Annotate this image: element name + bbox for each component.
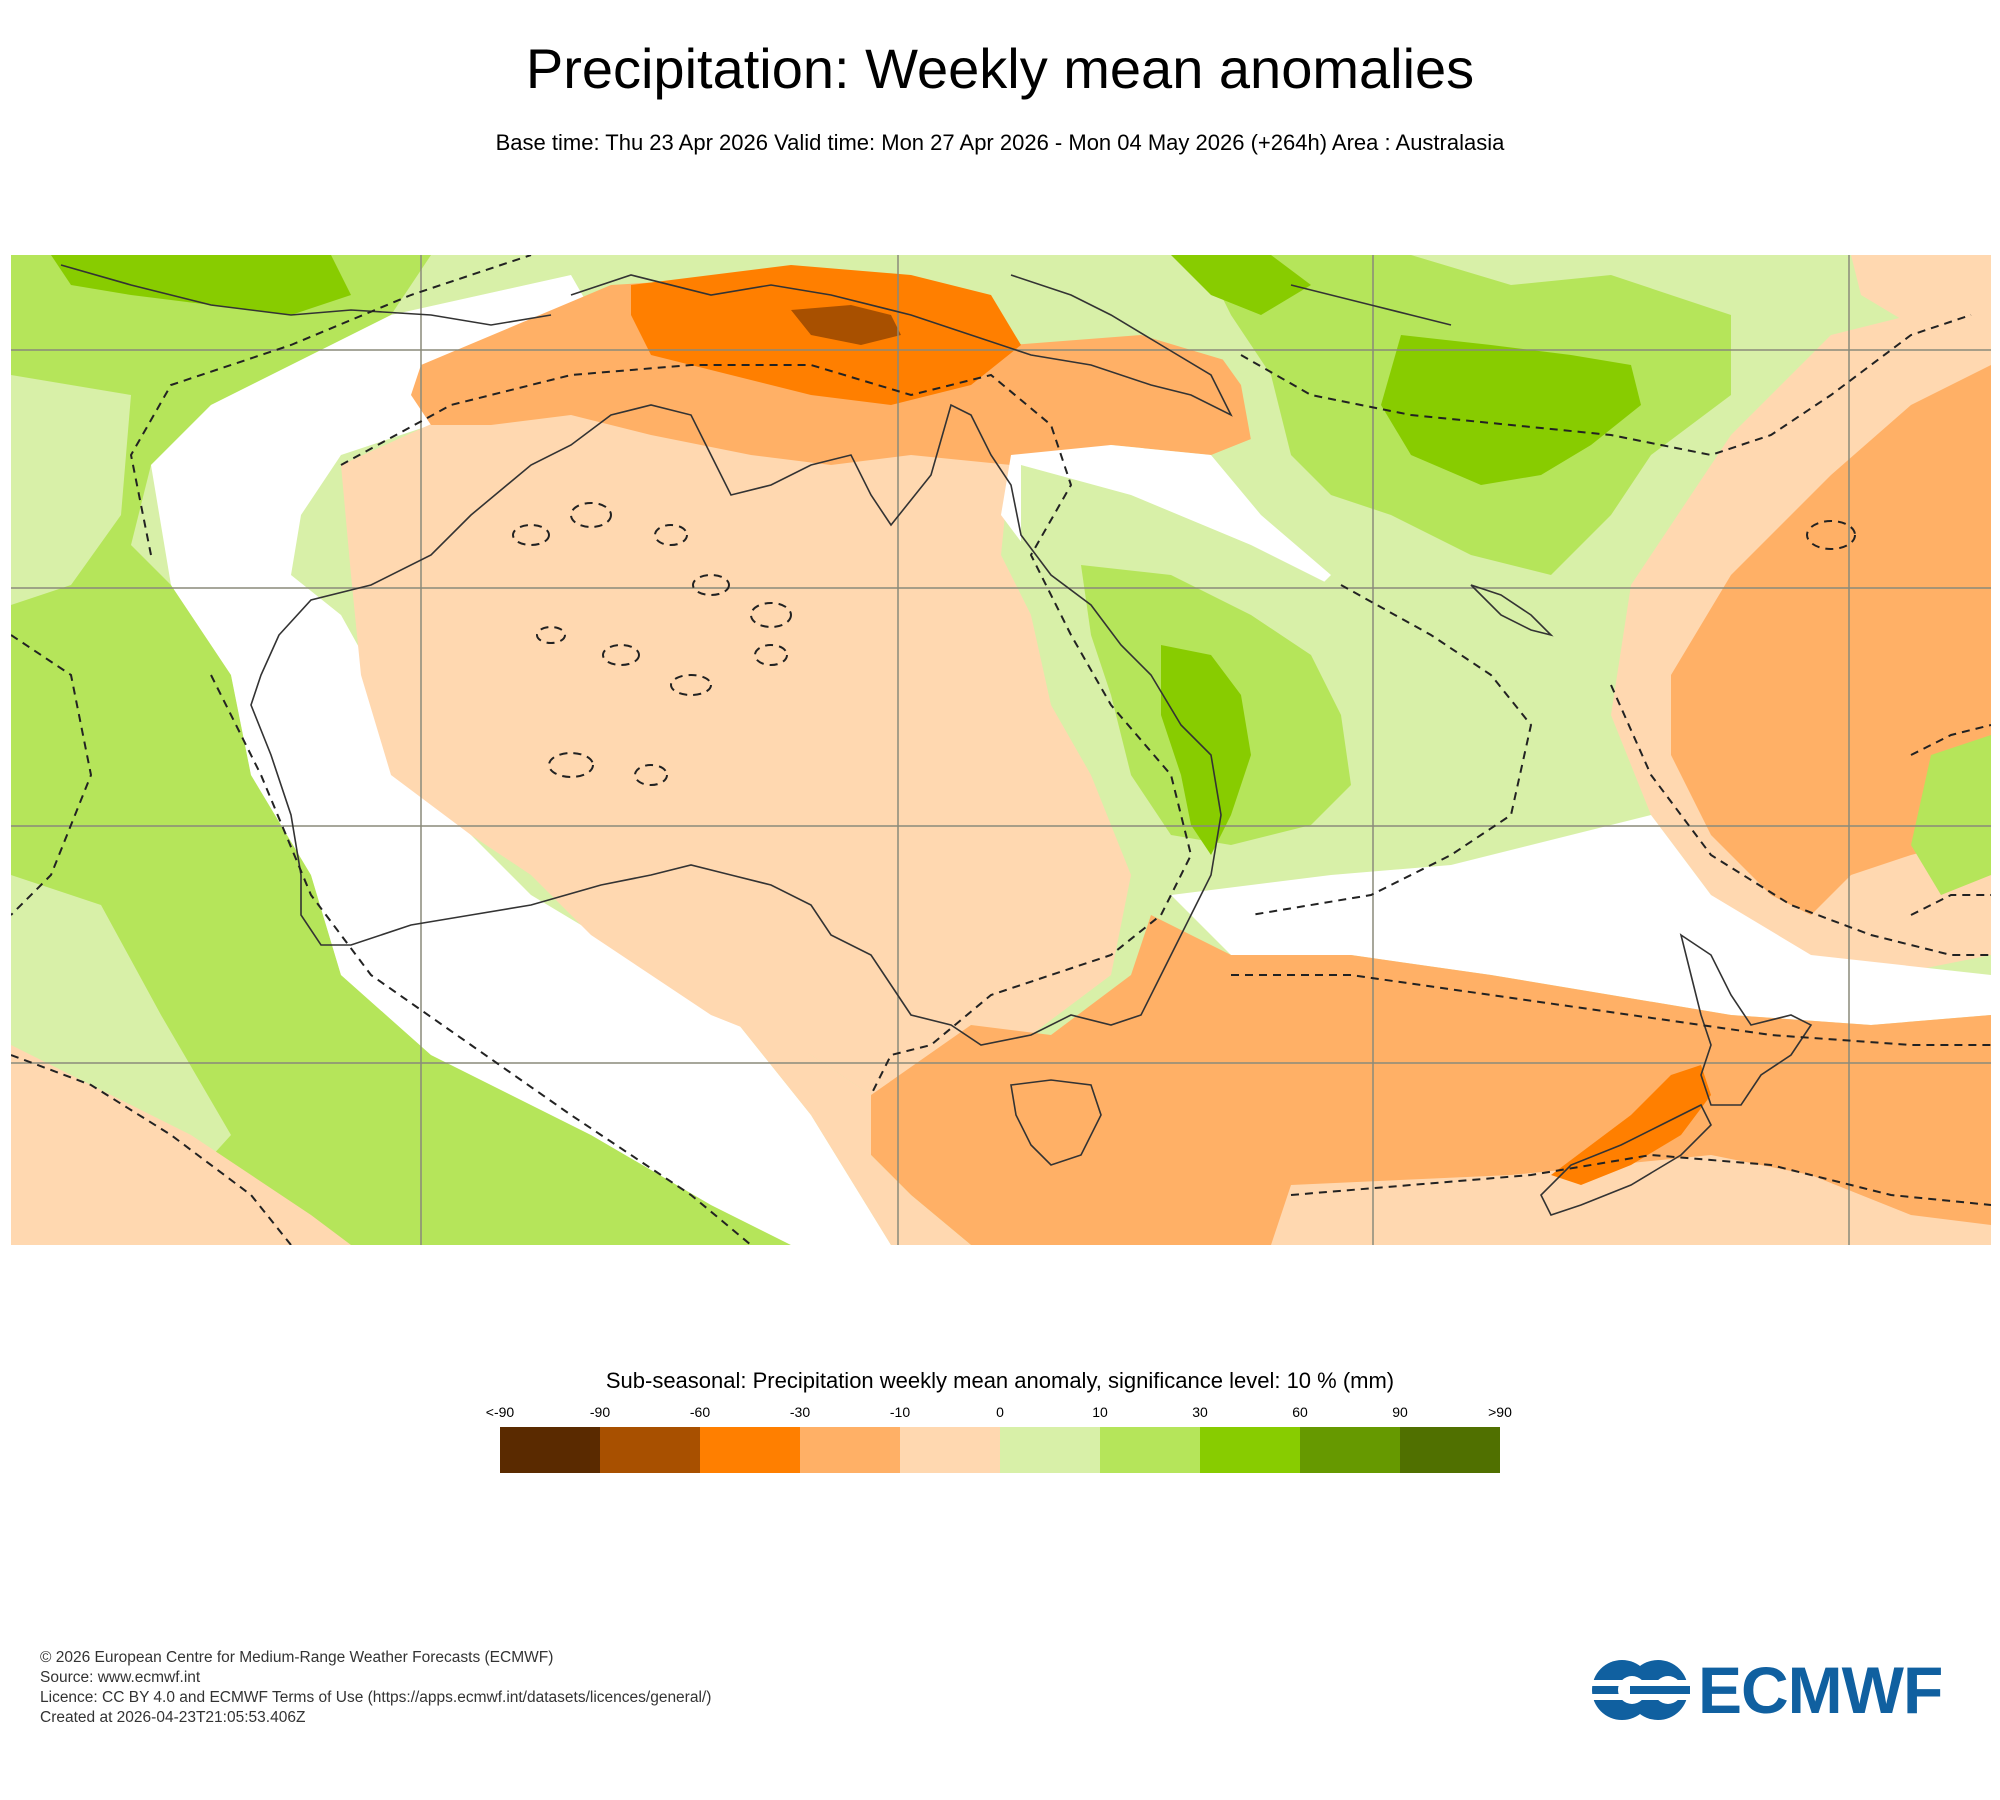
- australia-coastline: [250, 403, 1222, 1046]
- new-guinea-coastline: [570, 274, 1233, 417]
- west-weak-positive-region: [11, 375, 131, 605]
- java-coastline: [60, 264, 552, 326]
- solomon-islands-coastline: [1290, 284, 1452, 326]
- pacific-negative-region: [1671, 365, 1991, 915]
- legend-tick: 30: [1192, 1404, 1208, 1420]
- legend-swatch: [500, 1427, 600, 1473]
- west-positive-region: [11, 255, 791, 1245]
- ecmwf-logo: ECMWF: [1590, 1653, 1970, 1727]
- tasman-west-weak-negative: [731, 1015, 971, 1245]
- anomaly-map: [11, 255, 1991, 1245]
- legend-swatch: [700, 1427, 800, 1473]
- footer: © 2026 European Centre for Medium-Range …: [40, 1648, 711, 1728]
- ecmwf-logo-text: ECMWF: [1698, 1653, 1943, 1727]
- legend-swatch: [1300, 1427, 1400, 1473]
- nz-strong-negative-region: [1551, 1065, 1711, 1185]
- legend-swatch: [1100, 1427, 1200, 1473]
- papua-strong-positive-region: [1381, 335, 1641, 485]
- legend-tick: 0: [996, 1404, 1004, 1420]
- australia-weak-negative-region: [341, 385, 1131, 1095]
- legend-tick: >90: [1488, 1404, 1512, 1420]
- page-subtitle: Base time: Thu 23 Apr 2026 Valid time: M…: [495, 130, 1505, 155]
- legend-colorbar: [500, 1427, 1500, 1473]
- lat-lon-grid: [11, 255, 1991, 1245]
- page-title: Precipitation: Weekly mean anomalies: [525, 37, 1475, 100]
- footer-source: Source: www.ecmwf.int: [40, 1669, 201, 1686]
- legend-tick: -60: [689, 1404, 711, 1420]
- legend-title: Sub-seasonal: Precipitation weekly mean …: [605, 1368, 1395, 1393]
- legend-swatch: [600, 1427, 700, 1473]
- legend-swatch: [1400, 1427, 1500, 1473]
- footer-copyright: © 2026 European Centre for Medium-Range …: [40, 1649, 554, 1666]
- legend-tick: 60: [1292, 1404, 1308, 1420]
- footer-created: Created at 2026-04-23T21:05:53.406Z: [40, 1709, 306, 1726]
- footer-licence: Licence: CC BY 4.0 and ECMWF Terms of Us…: [40, 1689, 712, 1706]
- legend-swatch: [1000, 1427, 1100, 1473]
- new-caledonia-coastline: [1470, 584, 1554, 637]
- new-zealand-south-coastline: [1540, 1103, 1712, 1216]
- legend-tick: <-90: [485, 1404, 515, 1420]
- ecmwf-logo-icon: [1590, 1660, 1690, 1720]
- north-very-strong-negative-region: [791, 305, 901, 345]
- southwest-weak-negative-region: [11, 1045, 351, 1245]
- tasmania-coastline: [1010, 1079, 1102, 1166]
- java-strong-positive-region: [51, 255, 351, 315]
- legend-tick: -90: [589, 1404, 611, 1420]
- legend-tick: 10: [1092, 1404, 1108, 1420]
- legend-swatch: [1200, 1427, 1300, 1473]
- pacific-east-positive: [1911, 735, 1991, 895]
- tasman-south-weak-negative: [1271, 1155, 1991, 1245]
- legend-swatch: [800, 1427, 900, 1473]
- legend-swatch: [900, 1427, 1000, 1473]
- pacific-northeast-weak-negative: [1851, 255, 1991, 325]
- papua-north-strong-positive: [1171, 255, 1311, 315]
- legend-tick: -10: [889, 1404, 911, 1420]
- legend-ticks: <-90 -90 -60 -30 -10 0 10 30 60 90 >90: [486, 1404, 1512, 1424]
- significance-contours: [11, 255, 1991, 1245]
- neutral-band-tasman: [1171, 815, 1991, 1025]
- legend-tick: 90: [1392, 1404, 1408, 1420]
- legend-tick: -30: [789, 1404, 811, 1420]
